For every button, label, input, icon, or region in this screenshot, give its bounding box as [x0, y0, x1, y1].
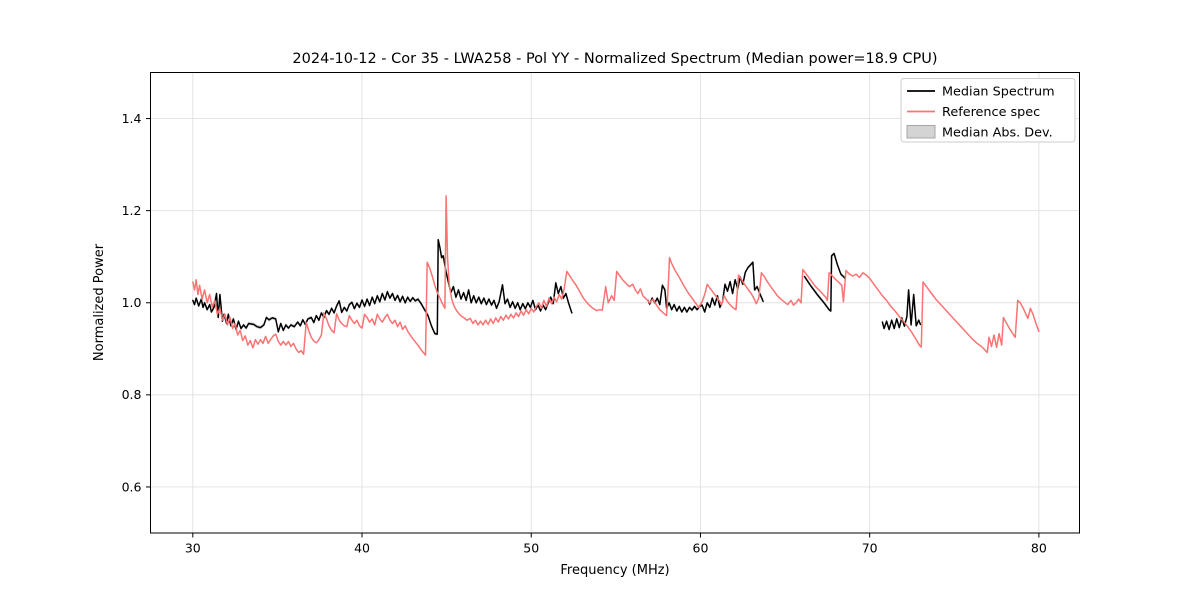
chart-title: 2024-10-12 - Cor 35 - LWA258 - Pol YY - … — [292, 51, 937, 67]
x-tick-label: 50 — [523, 541, 539, 556]
median-spectrum-line — [881, 289, 922, 331]
x-tick-label: 60 — [693, 541, 709, 556]
x-tick-label: 40 — [354, 541, 370, 556]
median-spectrum-line — [192, 238, 573, 335]
reference-spec-line — [192, 195, 1040, 356]
y-tick-label: 0.8 — [122, 387, 142, 402]
y-tick-label: 1.0 — [122, 295, 142, 310]
median-spectrum-line — [647, 261, 764, 313]
tick-layer: 30 40 50 60 70 80 0.6 0.8 1.0 1.2 1.4 — [122, 111, 1047, 556]
y-tick-label: 1.4 — [122, 111, 142, 126]
x-tick-label: 30 — [185, 541, 201, 556]
x-axis-label: Frequency (MHz) — [560, 563, 669, 578]
x-tick-label: 70 — [862, 541, 878, 556]
legend-label-reference: Reference spec — [942, 105, 1040, 120]
grid-layer — [150, 72, 1080, 533]
y-axis-label: Normalized Power — [92, 243, 107, 361]
legend-label-median: Median Spectrum — [942, 85, 1055, 100]
median-spectrum-line — [803, 252, 846, 312]
y-tick-label: 0.6 — [122, 479, 142, 494]
legend: Median Spectrum Reference spec Median Ab… — [900, 78, 1076, 143]
x-tick-label: 80 — [1031, 541, 1047, 556]
legend-label-mad: Median Abs. Dev. — [942, 126, 1053, 141]
legend-box — [900, 78, 1076, 143]
series-layer — [192, 195, 1040, 356]
legend-mad-patch-sample — [906, 125, 936, 139]
y-tick-label: 1.2 — [122, 203, 142, 218]
